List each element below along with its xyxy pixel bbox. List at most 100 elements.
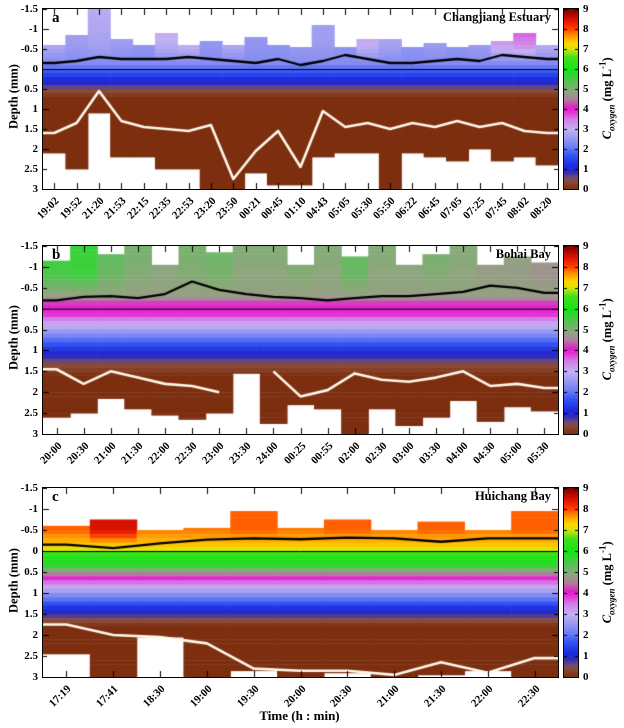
heatmap-canvas-c [43, 488, 558, 677]
colorbar-tick-label: 4 [583, 103, 589, 115]
y-tick-label: 0 [32, 63, 39, 75]
colorbar-tick-label: 7 [583, 524, 589, 536]
y-tick-label: 2.5 [24, 407, 38, 420]
colorbar-tick-label: 5 [583, 83, 589, 95]
colorbar-b [563, 245, 579, 435]
colorbar-tick-label: 8 [583, 503, 589, 515]
colorbar-c [563, 487, 579, 678]
colorbar-title-subscript: oxygen [606, 104, 617, 131]
colorbar-a [563, 8, 579, 190]
colorbar-title-subscript: oxygen [606, 587, 617, 615]
colorbar-tick-label: 3 [583, 365, 589, 378]
colorbar-tick-label: 4 [583, 344, 589, 357]
heatmap-plot-c: c Huichang Bay [42, 487, 559, 678]
colorbar-tick-label: 6 [583, 545, 589, 557]
colorbar-tick-label: 8 [583, 23, 589, 35]
y-tick-label: 3 [32, 428, 39, 440]
colorbar-title-close: ) [599, 540, 614, 546]
colorbar-tick-label: 2 [583, 143, 589, 155]
y-tick-label: 3 [32, 183, 39, 195]
y-tick-label: 1.5 [24, 123, 38, 135]
colorbar-title-symbol: C [599, 614, 614, 623]
colorbar-title-subscript: oxygen [606, 345, 617, 372]
colorbar-tick-label: 1 [583, 163, 589, 175]
colorbar-tick-label: 7 [583, 43, 589, 55]
y-tick-label: 0.5 [24, 323, 38, 336]
colorbar-title-units: (mg L [599, 552, 614, 588]
heatmap-canvas-b [43, 246, 558, 434]
colorbar-canvas-a [564, 9, 578, 189]
colorbar-title-exponent: -1 [597, 61, 608, 70]
y-axis-title: Depth (mm) [6, 305, 21, 370]
colorbar-tick-label: 9 [583, 3, 589, 15]
y-tick-label: -1 [28, 260, 38, 273]
colorbar-tick-label: 7 [583, 281, 589, 294]
colorbar-tick-label: 6 [583, 302, 589, 315]
y-tick-label: -1 [28, 503, 38, 515]
y-tick-label: 1 [32, 344, 39, 357]
colorbar-tick-label: 5 [583, 323, 589, 336]
colorbar-title-a: Coxygen (mg L-1) [598, 23, 617, 173]
heatmap-plot-b: b Bohai Bay [42, 245, 559, 435]
y-tick-label: 2 [32, 386, 39, 399]
colorbar-tick-label: 6 [583, 63, 589, 75]
site-label-a: Changjiang Estuary [442, 10, 551, 24]
colorbar-title-units: (mg L [599, 69, 614, 105]
heatmap-canvas-a [43, 9, 558, 189]
y-tick-label: -0.5 [20, 281, 38, 294]
colorbar-tick-label: 3 [583, 123, 589, 135]
colorbar-title-c: Coxygen (mg L-1) [598, 507, 617, 657]
colorbar-tick-label: 1 [583, 650, 589, 662]
colorbar-title-units: (mg L [599, 310, 614, 346]
y-tick-label: 0.5 [24, 566, 38, 578]
y-tick-label: 2 [32, 143, 39, 155]
colorbar-tick-label: 1 [583, 407, 589, 420]
y-tick-label: -0.5 [20, 43, 38, 55]
y-tick-label: 3 [32, 671, 39, 683]
colorbar-tick-label: 0 [583, 183, 589, 195]
y-tick-label: -1.5 [20, 240, 38, 252]
y-tick-label: 1 [32, 103, 39, 115]
y-tick-label: 2 [32, 629, 39, 641]
site-label-c: Huichang Bay [474, 489, 551, 503]
colorbar-tick-label: 8 [583, 260, 589, 273]
y-tick-label: -1.5 [20, 3, 38, 15]
panel-letter-a: a [52, 10, 60, 26]
colorbar-tick-label: 9 [583, 482, 589, 494]
y-tick-label: 1.5 [24, 608, 38, 620]
y-tick-label: 2.5 [24, 163, 38, 175]
y-tick-label: 1 [32, 587, 39, 599]
y-axis-title: Depth (mm) [6, 547, 21, 613]
colorbar-title-symbol: C [599, 371, 614, 381]
heatmap-plot-a: a Changjiang Estuary [42, 8, 559, 190]
colorbar-tick-label: 9 [583, 240, 589, 252]
y-tick-label: 1.5 [24, 365, 38, 378]
y-tick-label: 0 [32, 545, 39, 557]
colorbar-tick-label: 0 [583, 671, 589, 683]
colorbar-tick-label: 4 [583, 587, 589, 599]
panel-letter-b: b [52, 247, 61, 263]
y-tick-label: -1.5 [20, 482, 38, 494]
panel-letter-c: c [52, 489, 59, 505]
colorbar-tick-label: 2 [583, 629, 589, 641]
site-label-b: Bohai Bay [495, 247, 551, 261]
x-axis-title: Time (h : min) [259, 708, 340, 723]
colorbar-tick-label: 5 [583, 566, 589, 578]
colorbar-title-close: ) [599, 57, 614, 62]
y-tick-label: 2.5 [24, 650, 38, 662]
colorbar-title-b: Coxygen (mg L-1) [598, 264, 617, 414]
colorbar-canvas-b [564, 246, 578, 434]
y-tick-label: -1 [28, 23, 38, 35]
colorbar-canvas-c [564, 488, 578, 677]
colorbar-tick-label: 0 [583, 428, 589, 440]
colorbar-title-exponent: -1 [597, 302, 608, 311]
colorbar-tick-label: 3 [583, 608, 589, 620]
colorbar-title-close: ) [599, 298, 614, 303]
y-tick-label: -0.5 [20, 524, 38, 536]
y-tick-label: 0 [32, 302, 39, 315]
colorbar-title-exponent: -1 [597, 545, 608, 553]
colorbar-title-symbol: C [599, 130, 614, 140]
y-tick-label: 0.5 [24, 83, 38, 95]
colorbar-tick-label: 2 [583, 386, 589, 399]
